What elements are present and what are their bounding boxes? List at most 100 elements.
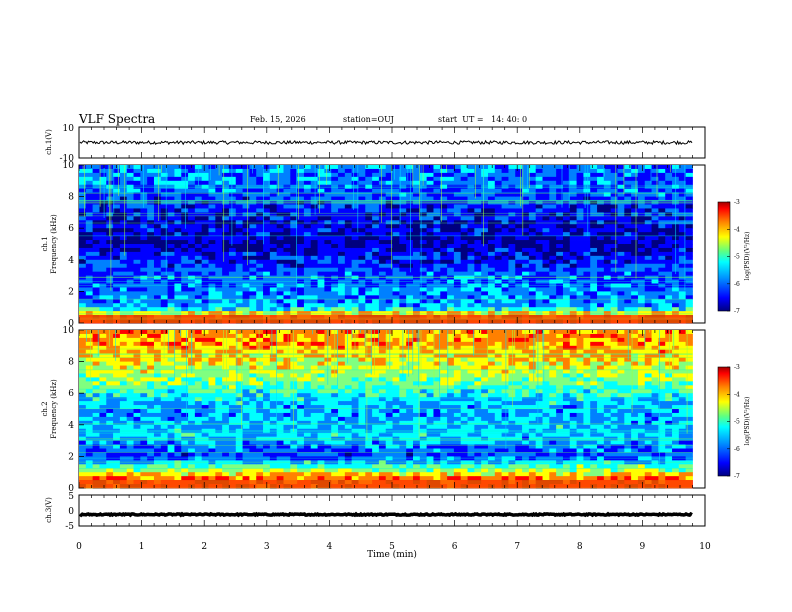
spectrogram-cell — [153, 401, 162, 406]
spectrogram-cell — [119, 220, 128, 225]
spectrogram-cell — [147, 468, 155, 473]
spectrogram-cell — [590, 267, 598, 273]
spectrogram-cell — [263, 357, 271, 362]
spectrogram-cell — [249, 279, 257, 284]
spectrogram-cell — [256, 377, 264, 382]
spectrogram-cell — [474, 200, 482, 205]
spectrogram-cell — [447, 192, 455, 197]
spectrogram-cell — [228, 416, 237, 422]
spectrogram-cell — [406, 299, 414, 304]
spectrogram-cell — [174, 357, 182, 362]
spectrogram-cell — [385, 271, 393, 276]
spectrogram-cell — [528, 271, 537, 276]
spectrogram-cell — [269, 307, 278, 312]
spectrogram-cell — [672, 283, 680, 288]
spectrogram-cell — [481, 200, 489, 205]
spectrogram-cell — [133, 200, 141, 205]
spectrogram-cell — [637, 232, 646, 237]
spectrogram-cell — [617, 291, 625, 296]
spectrogram-cell — [658, 307, 666, 312]
spectrogram-cell — [228, 468, 237, 473]
spectrogram-cell — [167, 224, 175, 229]
spectrogram-cell — [331, 220, 339, 225]
spectrogram-cell — [303, 188, 312, 194]
spectrogram-cell — [283, 377, 291, 382]
spectrogram-cell — [672, 307, 680, 312]
spectrogram-cell — [222, 432, 230, 438]
spectrogram-cell — [372, 295, 380, 300]
spectrogram-cell — [365, 200, 373, 205]
spectrogram-cell — [269, 208, 278, 213]
spectrogram-cell — [160, 287, 169, 292]
spectrogram-cell — [624, 295, 632, 300]
spectrogram-cell — [188, 389, 196, 394]
spectrogram-cell — [610, 247, 618, 253]
spectrogram-cell — [283, 405, 291, 410]
spectrogram-cell — [508, 279, 516, 284]
spectrogram-cell — [208, 204, 216, 209]
spectrogram-cell — [406, 271, 414, 276]
spectrogram-cell — [256, 369, 264, 374]
spectrogram-cell — [344, 259, 353, 265]
spectrogram-cell — [85, 232, 94, 237]
spectrogram-cell — [269, 412, 278, 418]
spectrogram-cell — [188, 428, 196, 434]
spectrogram-cell — [99, 436, 107, 441]
spectrogram-cell — [358, 196, 366, 201]
spectrogram-cell — [140, 247, 148, 253]
spectrogram-cell — [474, 224, 482, 229]
spectrogram-cell — [324, 228, 332, 233]
spectrogram-cell — [562, 176, 571, 182]
spectrogram-cell — [249, 337, 257, 343]
freq-tick-label: 6 — [68, 224, 74, 234]
spectrogram-cell — [99, 397, 107, 402]
spectrogram-cell — [147, 172, 155, 178]
spectrogram-cell — [99, 232, 107, 237]
spectrogram-cell — [406, 275, 414, 280]
spectrogram-cell — [85, 397, 94, 402]
spectrogram-cell — [85, 271, 94, 276]
spectrogram-cell — [235, 275, 243, 280]
spectrogram-cell — [338, 259, 346, 265]
spectrogram-cell — [181, 244, 189, 249]
spectrogram-cell — [515, 275, 523, 280]
spectrogram-cell — [542, 255, 550, 261]
spectrogram-cell — [222, 468, 230, 473]
spectrogram-cell — [406, 208, 414, 213]
spectrogram-cell — [85, 361, 94, 366]
spectrogram-cell — [569, 244, 577, 249]
spectrogram-cell — [208, 287, 216, 292]
spectrogram-cell — [133, 255, 141, 261]
spectrogram-cell — [147, 168, 155, 174]
spectrogram-cell — [440, 184, 448, 190]
spectrogram-cell — [133, 436, 141, 441]
spectrogram-cell — [372, 236, 380, 241]
spectrogram-cell — [215, 357, 223, 362]
spectrogram-cell — [487, 180, 496, 186]
spectrogram-cell — [235, 204, 243, 209]
spectrogram-cell — [167, 353, 175, 359]
spectrogram-cell — [672, 311, 680, 316]
spectrogram-cell — [79, 448, 87, 453]
spectrogram-cell — [413, 291, 421, 296]
spectrogram-cell — [283, 168, 291, 174]
spectrogram-cell — [167, 428, 175, 434]
spectrogram-cell — [269, 188, 278, 194]
spectrogram-cell — [99, 255, 107, 261]
spectrogram-cell — [228, 236, 237, 241]
spectrogram-cell — [106, 444, 114, 449]
spectrogram-cell — [167, 168, 175, 174]
spectrogram-cell — [167, 279, 175, 284]
spectrogram-cell — [637, 263, 646, 269]
spectrogram-cell — [106, 361, 114, 366]
spectrogram-cell — [256, 180, 264, 186]
spectrogram-cell — [358, 232, 366, 237]
spectrogram-cell — [535, 200, 543, 205]
spectrogram-cell — [515, 295, 523, 300]
spectrogram-cell — [453, 236, 462, 241]
spectrogram-cell — [535, 176, 543, 182]
spectrogram-cell — [358, 247, 366, 253]
spectrogram-cell — [317, 311, 325, 316]
spectrogram-cell — [79, 247, 87, 253]
spectrogram-cell — [126, 389, 134, 394]
